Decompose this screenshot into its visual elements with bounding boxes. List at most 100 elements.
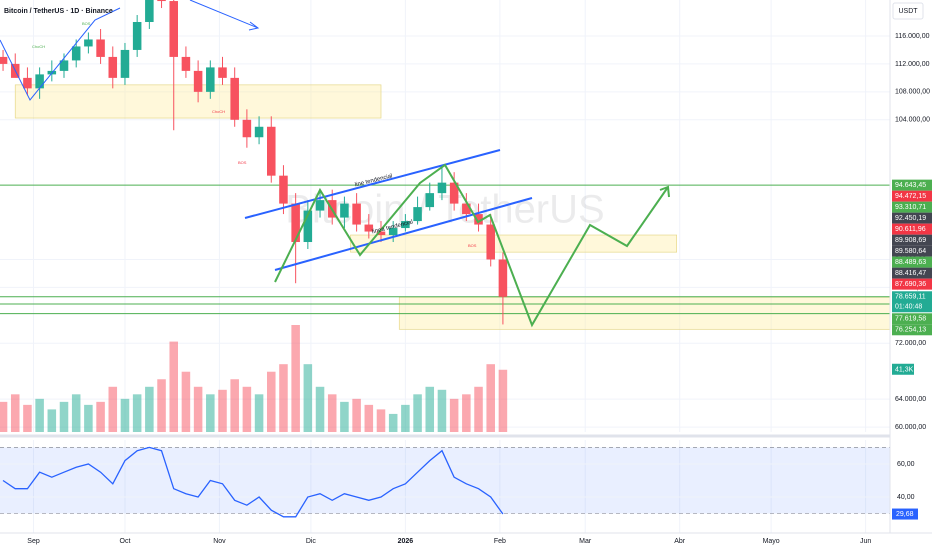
volume-bar xyxy=(35,398,44,432)
watermark: Bitcoin / TetherUS xyxy=(285,188,604,232)
volume-bar xyxy=(242,386,252,432)
y-tick-label: 116.000,00 xyxy=(895,33,930,40)
volume-bar xyxy=(462,394,471,432)
volume-bar xyxy=(254,394,264,432)
rsi-pane xyxy=(0,440,890,533)
candle-body xyxy=(35,74,44,89)
price-label-box xyxy=(892,201,932,213)
candle-body xyxy=(0,56,8,64)
candle-body xyxy=(376,231,386,236)
candle-body xyxy=(486,224,495,260)
candle-body xyxy=(132,22,142,50)
volume-bar xyxy=(279,364,288,432)
candle-body xyxy=(352,203,361,225)
x-tick-label: Sep xyxy=(27,538,40,545)
annotation: BOS xyxy=(82,21,91,26)
volume-bar xyxy=(181,371,191,432)
candle-body xyxy=(474,214,483,225)
candle-body xyxy=(401,221,410,229)
candle-body xyxy=(230,77,239,120)
volume-bar xyxy=(267,371,276,432)
price-label: 89.908,69 xyxy=(895,237,926,244)
x-tick-label: Oct xyxy=(120,538,131,545)
volume-bar xyxy=(486,364,495,432)
candle-body xyxy=(364,224,374,232)
candle-body xyxy=(84,39,93,47)
candle-body xyxy=(425,193,435,208)
price-label-box xyxy=(892,223,932,235)
volume-bar xyxy=(84,404,93,432)
candle-body xyxy=(242,119,252,138)
y-tick-label: 60.000,00 xyxy=(895,424,926,431)
price-label: 92.450,19 xyxy=(895,215,926,222)
x-tick-label: Jun xyxy=(860,538,871,545)
candle-body xyxy=(71,46,81,61)
trend-line xyxy=(0,7,121,101)
arrow-head xyxy=(248,21,260,31)
volume-bar xyxy=(157,379,166,432)
volume-bar xyxy=(315,386,325,432)
candle-body xyxy=(23,77,32,89)
y-tick-label: 112.000,00 xyxy=(895,61,930,68)
x-tick-label: Feb xyxy=(494,538,506,545)
volume-bar xyxy=(120,398,130,432)
candle-body xyxy=(193,70,203,92)
y-tick-label: 104.000,00 xyxy=(895,117,930,124)
price-label-box xyxy=(892,245,932,257)
x-tick-label: Nov xyxy=(213,538,226,545)
candle-body xyxy=(218,67,227,78)
price-label: 78.659,11 xyxy=(895,294,926,301)
candle-body xyxy=(157,0,166,2)
price-label: 77.619,58 xyxy=(895,316,926,323)
price-label-box xyxy=(892,179,932,191)
arrow xyxy=(189,0,259,29)
price-label-box xyxy=(892,324,932,336)
currency-box xyxy=(892,2,924,20)
candle-body xyxy=(267,126,276,176)
rsi-line xyxy=(2,446,504,518)
volume-bar xyxy=(376,409,386,432)
candle-body xyxy=(145,0,154,23)
volume-bar xyxy=(364,404,374,432)
price-label: 89.580,64 xyxy=(895,248,926,255)
price-label: 94.472,15 xyxy=(895,193,926,200)
candle-body xyxy=(388,228,398,236)
candle-body xyxy=(340,203,349,218)
volume-bar xyxy=(206,394,215,432)
candle-body xyxy=(120,49,130,78)
volume-bar xyxy=(47,409,57,432)
rsi-tick-label: 60,00 xyxy=(897,461,915,468)
main-pane: Bitcoin / TetherUS xyxy=(0,0,890,432)
volume-bar xyxy=(498,369,508,432)
price-label: 88.489,63 xyxy=(895,259,926,266)
price-label-box xyxy=(892,267,932,279)
volume-bar xyxy=(0,401,8,432)
price-label-box xyxy=(892,313,932,325)
chart-title: Bitcoin / TetherUS · 1D · Binance xyxy=(4,8,113,15)
countdown: 01:40:48 xyxy=(895,304,922,311)
price-label-box xyxy=(892,256,932,268)
annotation: ChoCH xyxy=(212,109,225,114)
volume-bar xyxy=(169,341,178,432)
x-tick-label: 2026 xyxy=(398,538,414,545)
candle-body xyxy=(59,60,69,71)
trend-line xyxy=(274,197,533,271)
volume-bar xyxy=(291,325,300,432)
price-label: 90.611,96 xyxy=(895,226,926,233)
rsi-label-box xyxy=(892,508,918,520)
volume-bar xyxy=(59,401,69,432)
x-tick-label: Mar xyxy=(579,538,592,545)
price-label: 93.310,71 xyxy=(895,204,926,211)
candle-body xyxy=(303,210,313,243)
volume-bar xyxy=(449,398,459,432)
volume-bar xyxy=(401,404,410,432)
price-label: 88.416,47 xyxy=(895,270,926,277)
volume-bar xyxy=(145,386,154,432)
y-tick-label: 108.000,00 xyxy=(895,89,930,96)
x-tick-label: Mayo xyxy=(763,538,780,545)
candle-body xyxy=(315,200,325,211)
currency: USDT xyxy=(898,8,918,15)
candle-body xyxy=(206,67,215,92)
projection-path xyxy=(274,163,669,328)
volume-bar xyxy=(327,394,337,432)
